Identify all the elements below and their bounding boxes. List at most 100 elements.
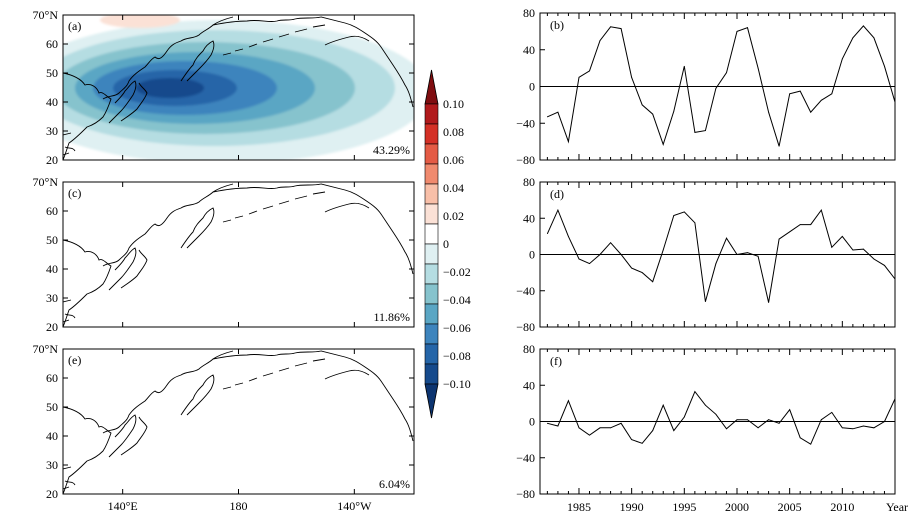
line-b-point — [757, 67, 759, 69]
line-f-point — [747, 419, 748, 421]
map-a-lat-label: 40 — [46, 95, 58, 109]
line-b-point — [894, 101, 896, 103]
line-b-point — [747, 27, 748, 29]
line-d-point — [873, 258, 875, 260]
map-c-lat-label: 30 — [46, 291, 58, 305]
map-c-lat-label: 40 — [46, 262, 58, 276]
line-b-point — [841, 58, 843, 60]
line-panel-d: 80 40 0 −40 −80 (d) — [516, 175, 896, 334]
line-d-point — [736, 254, 738, 255]
line-d-point — [673, 215, 675, 216]
colorbar-swatch — [424, 323, 439, 345]
line-b-point — [652, 113, 654, 115]
map-c-title: (c) — [68, 186, 81, 200]
map-a-lat-label: 50 — [46, 66, 58, 80]
line-b-point — [715, 87, 717, 89]
colorbar-label: 0.10 — [443, 97, 464, 111]
line-xlabel: 1995 — [672, 500, 696, 514]
line-b-point — [578, 76, 580, 78]
line-f-point — [715, 413, 717, 415]
map-e-lat-label: 20 — [46, 487, 58, 501]
map-e-lat-label: 40 — [46, 429, 58, 443]
line-d-point — [715, 263, 717, 264]
line-b-point — [683, 65, 685, 67]
line-f-point — [831, 412, 833, 413]
colorbar-swatch — [424, 303, 439, 325]
line-b-point — [862, 25, 864, 27]
line-b-point — [799, 90, 801, 92]
line-f-point — [726, 428, 727, 430]
line-d-ylabel: 0 — [529, 248, 535, 262]
line-b-series — [547, 25, 896, 147]
line-b-point — [599, 40, 601, 41]
line-f-point — [841, 427, 843, 429]
line-f-point — [673, 430, 675, 431]
line-d-point — [641, 272, 643, 274]
line-d-point — [841, 235, 843, 237]
colorbar-label: 0.06 — [443, 153, 464, 167]
map-c-variance: 11.86% — [373, 310, 410, 324]
map-a-variance: 43.29% — [373, 143, 410, 157]
colorbar-swatch — [424, 223, 439, 245]
line-f-point — [873, 427, 875, 429]
line-f-series — [547, 390, 896, 445]
map-e-lat-label: 30 — [46, 458, 58, 472]
map-lon-label: 140°W — [337, 499, 372, 513]
map-e-title: (e) — [68, 353, 81, 367]
colorbar-label: −0.02 — [443, 265, 471, 279]
line-f-ylabel: −40 — [516, 451, 535, 465]
map-c-lat-label: 70°N — [33, 175, 59, 189]
colorbar-swatch — [424, 263, 439, 285]
line-d-point — [726, 237, 727, 239]
line-d-point — [662, 249, 664, 251]
line-axis-title: Year — [886, 500, 908, 514]
colorbar: 0.10 0.08 0.06 0.04 0.02 0 −0.02 −0.04 −0.06 −0.0… — [424, 69, 471, 419]
map-e-lat-label: 60 — [46, 371, 58, 385]
line-f-point — [694, 391, 696, 392]
line-b-point — [557, 111, 559, 113]
line-f-point — [810, 443, 812, 445]
line-d-point — [652, 281, 654, 283]
map-e-frame — [62, 348, 415, 495]
line-f-point — [768, 419, 769, 421]
line-xlabel: 2000 — [725, 500, 749, 514]
line-d-point — [557, 209, 559, 211]
line-f-ylabel: 0 — [529, 415, 535, 429]
line-b-point — [610, 26, 611, 28]
colorbar-label: −0.06 — [443, 321, 471, 335]
line-d-point — [810, 224, 812, 225]
line-b-point — [726, 72, 727, 74]
map-a-lat-label: 20 — [46, 153, 58, 167]
line-b-point — [778, 145, 780, 147]
colorbar-swatch — [424, 123, 439, 145]
line-f-point — [736, 419, 738, 421]
line-xlabel: 2010 — [830, 500, 854, 514]
colorbar-swatch — [424, 203, 439, 225]
line-d-point — [546, 233, 548, 235]
map-e-axes: 70°N 60 50 40 30 20 140°E 180 140°W (e) 6.04% — [33, 342, 415, 513]
line-d-ylabel: 40 — [523, 211, 535, 225]
colorbar-swatch — [424, 143, 439, 165]
line-f-point — [820, 419, 822, 421]
colorbar-label: 0 — [443, 237, 449, 251]
line-d-point — [568, 235, 569, 237]
colorbar-label: −0.10 — [443, 377, 471, 391]
line-xlabel: 1990 — [620, 500, 644, 514]
line-b-point — [631, 76, 633, 78]
line-f-point — [631, 439, 633, 441]
line-d-ylabel: 80 — [523, 175, 535, 189]
map-a-axes: 70°N 60 50 40 30 20 (a) 43.29% — [33, 8, 415, 167]
line-d-point — [610, 242, 611, 244]
line-d-point — [620, 254, 622, 255]
line-f-point — [757, 427, 759, 429]
colorbar-arrow-bottom — [424, 383, 439, 419]
map-panel-a — [63, 15, 414, 160]
line-f-ylabel: 80 — [523, 342, 535, 356]
map-a-lat-label: 60 — [46, 37, 58, 51]
line-d-point — [631, 267, 633, 269]
line-d-point — [757, 255, 759, 257]
map-c-axes: 70°N 60 50 40 30 20 (c) 11.86% — [33, 175, 415, 334]
line-f-point — [662, 404, 664, 406]
map-c-lat-label: 20 — [46, 320, 58, 334]
